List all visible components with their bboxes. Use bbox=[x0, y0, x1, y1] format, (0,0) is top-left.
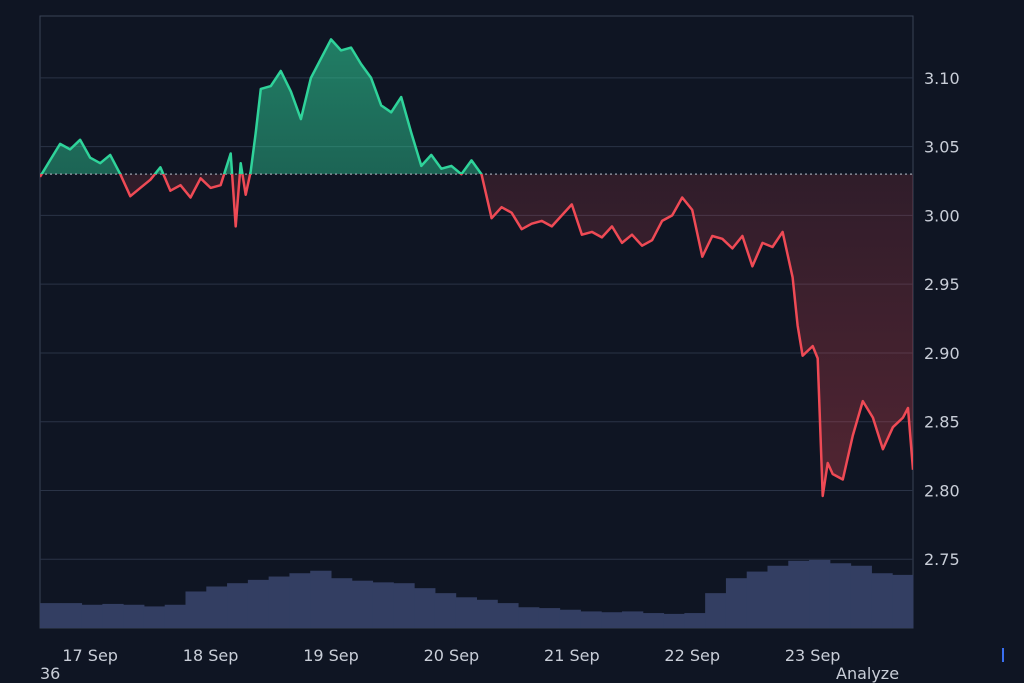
y-tick-label: 3.10 bbox=[924, 69, 960, 88]
x-tick-label: 18 Sep bbox=[183, 646, 239, 665]
volume-bar-13 bbox=[310, 570, 332, 628]
volume-bar-5 bbox=[143, 606, 166, 628]
volume-bar-9 bbox=[227, 583, 249, 628]
price-line-down bbox=[40, 174, 913, 498]
volume-bar-4 bbox=[123, 604, 145, 628]
y-axis: 2.75 2.80 2.85 2.90 2.95 3.00 3.05 3.10 bbox=[924, 69, 960, 569]
volume-bar-32 bbox=[705, 593, 727, 628]
volume-bar-35 bbox=[767, 565, 789, 628]
volume-bar-16 bbox=[372, 582, 394, 628]
volume-bar-37 bbox=[809, 559, 831, 628]
volume-bar-28 bbox=[622, 611, 644, 628]
y-tick-label: 2.90 bbox=[924, 344, 960, 363]
volume-bar-41 bbox=[892, 574, 914, 628]
volume-bar-18 bbox=[414, 588, 436, 628]
x-tick-label: 19 Sep bbox=[303, 646, 359, 665]
volume-bar-24 bbox=[538, 608, 561, 628]
volume-bar-39 bbox=[850, 565, 872, 628]
y-tick-label: 3.05 bbox=[924, 138, 960, 157]
x-axis: 17 Sep 18 Sep 19 Sep 20 Sep 21 Sep 22 Sep 23 S… bbox=[62, 646, 840, 665]
area-above-baseline bbox=[41, 39, 482, 175]
volume-bar-19 bbox=[434, 593, 457, 628]
footer-left-text: 36 bbox=[40, 664, 61, 683]
volume-bar-17 bbox=[393, 583, 415, 628]
volume-bar-27 bbox=[601, 612, 623, 628]
volume-bar-38 bbox=[829, 563, 852, 628]
volume-bar-23 bbox=[518, 607, 540, 628]
volume-bar-30 bbox=[663, 613, 685, 628]
volume-bar-2 bbox=[81, 604, 103, 628]
volume-bar-26 bbox=[580, 611, 602, 628]
volume-bar-6 bbox=[164, 604, 186, 628]
volume-bar-22 bbox=[497, 603, 519, 628]
x-tick-label: 20 Sep bbox=[424, 646, 480, 665]
price-area bbox=[40, 39, 913, 496]
y-tick-label: 3.00 bbox=[924, 206, 960, 225]
volume-bar-29 bbox=[642, 613, 665, 628]
analyze-link[interactable]: Analyze bbox=[836, 664, 900, 683]
y-tick-label: 2.95 bbox=[924, 275, 960, 294]
volume-bar-8 bbox=[206, 586, 228, 628]
y-tick-label: 2.75 bbox=[924, 550, 960, 569]
volume-bar-31 bbox=[684, 613, 706, 628]
volume-bar-25 bbox=[559, 609, 581, 628]
volume-bar-10 bbox=[247, 579, 270, 628]
volume-bar-34 bbox=[746, 571, 768, 628]
volume-bar-3 bbox=[102, 603, 124, 628]
x-tick-label: 22 Sep bbox=[664, 646, 720, 665]
volume-bar-36 bbox=[788, 560, 810, 628]
area-below-baseline bbox=[40, 174, 913, 496]
volume-bars bbox=[40, 559, 914, 628]
y-tick-label: 2.85 bbox=[924, 413, 960, 432]
price-line bbox=[40, 38, 913, 498]
volume-bar-12 bbox=[289, 573, 311, 628]
volume-bar-20 bbox=[455, 597, 477, 628]
scroll-marker bbox=[1002, 648, 1004, 662]
price-line-up bbox=[40, 38, 483, 175]
volume-bar-40 bbox=[871, 573, 893, 628]
volume-bar-21 bbox=[476, 599, 498, 628]
volume-bar-0 bbox=[40, 603, 62, 628]
volume-bar-14 bbox=[331, 578, 353, 628]
grid-lines bbox=[40, 77, 913, 560]
volume-bar-11 bbox=[268, 576, 290, 628]
volume-bar-7 bbox=[185, 591, 207, 628]
x-tick-label: 23 Sep bbox=[785, 646, 841, 665]
y-tick-label: 2.80 bbox=[924, 481, 960, 500]
volume-bar-1 bbox=[60, 603, 83, 628]
volume-bar-33 bbox=[725, 578, 748, 628]
volume-bar-15 bbox=[351, 580, 374, 628]
x-tick-label: 21 Sep bbox=[544, 646, 600, 665]
plot-frame bbox=[39, 15, 914, 629]
x-tick-label: 17 Sep bbox=[62, 646, 118, 665]
